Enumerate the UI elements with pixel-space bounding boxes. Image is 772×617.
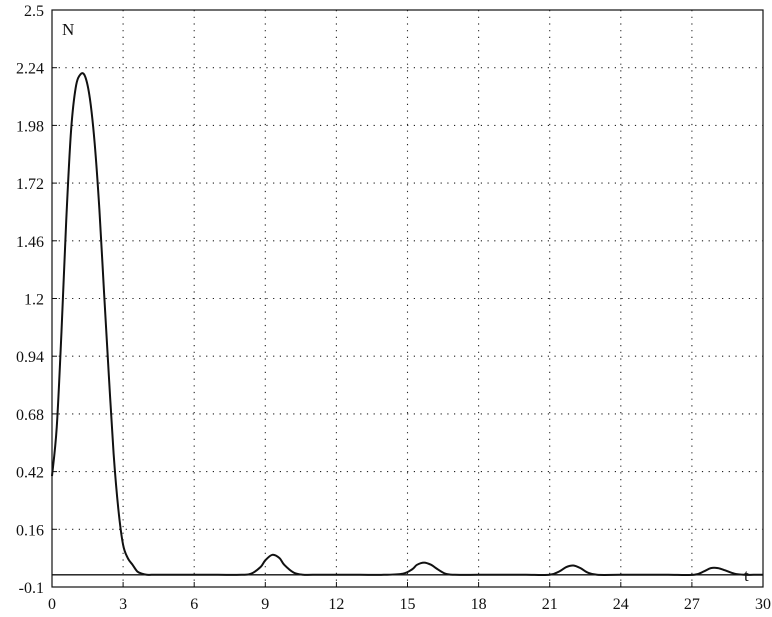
plot-frame (51, 9, 764, 588)
x-tick-label: 0 (48, 596, 56, 613)
x-tick-label: 30 (755, 596, 771, 613)
x-tick-label: 12 (328, 596, 344, 613)
y-tick-label: -0.1 (19, 580, 44, 597)
y-tick-label: 2.5 (24, 3, 44, 20)
x-tick-label: 6 (190, 596, 198, 613)
y-tick-label: 2.24 (16, 61, 44, 78)
y-tick-label: 1.98 (16, 118, 44, 135)
x-tick-label: 15 (400, 596, 416, 613)
y-tick-label: 0.94 (16, 349, 44, 366)
y-axis-label: N (62, 20, 74, 39)
x-tick-label: 3 (119, 596, 127, 613)
x-tick-label: 21 (542, 596, 558, 613)
x-tick-label: 27 (684, 596, 700, 613)
grid (52, 10, 763, 587)
x-tick-label: 18 (471, 596, 487, 613)
series-line (51, 72, 763, 577)
y-tick-label: 1.72 (16, 176, 44, 193)
y-tick-label: 1.2 (24, 292, 44, 309)
y-tick-label: 0.68 (16, 407, 44, 424)
x-tick-label: 24 (613, 596, 629, 613)
y-tick-label: 0.42 (16, 465, 44, 482)
x-tick-labels: 0 3 6 9 12 15 18 21 24 27 30 (48, 596, 771, 613)
y-tick-label: 0.16 (16, 522, 44, 539)
y-tick-labels: -0.1 0.16 0.42 0.68 0.94 1.2 1.46 1.72 1.98 2.24 2… (16, 3, 44, 597)
x-axis-label: t (744, 566, 749, 585)
x-tick-label: 9 (261, 596, 269, 613)
series-group (51, 72, 763, 577)
y-tick-label: 1.46 (16, 234, 44, 251)
